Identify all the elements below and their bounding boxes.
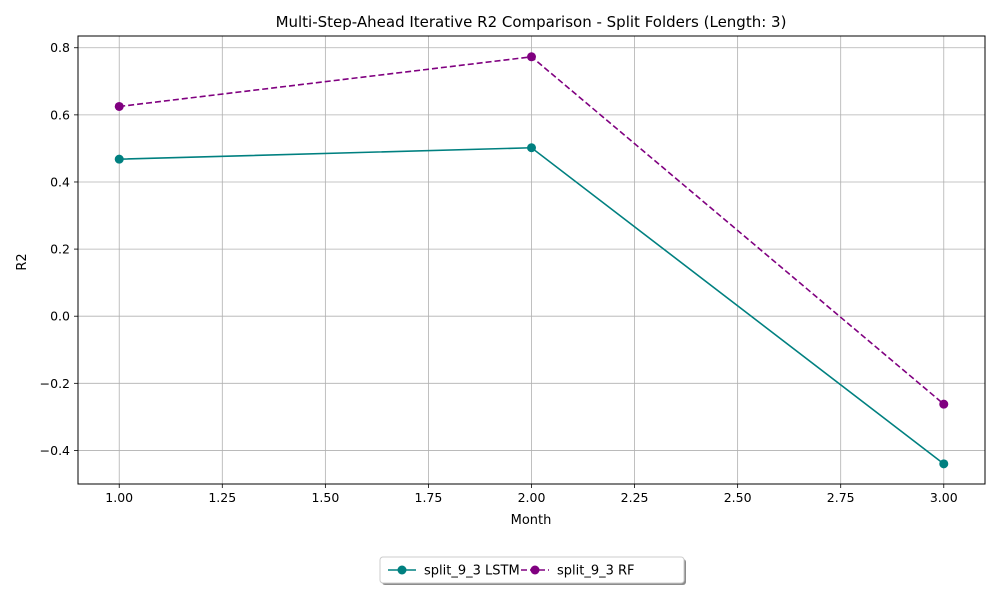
grid bbox=[78, 36, 985, 484]
x-axis: 1.00 1.25 1.50 1.75 2.00 2.25 2.50 2.75 3.00 bbox=[105, 484, 958, 505]
legend-marker-1 bbox=[397, 565, 407, 575]
legend-marker-2 bbox=[530, 565, 540, 575]
series-2-point bbox=[939, 399, 949, 409]
y-tick-label: 0.0 bbox=[50, 309, 70, 324]
y-tick-label: 0.2 bbox=[50, 242, 70, 257]
series-1-point bbox=[939, 459, 949, 469]
x-tick-label: 1.50 bbox=[311, 490, 339, 505]
chart-title: Multi-Step-Ahead Iterative R2 Comparison… bbox=[276, 13, 787, 31]
series-1-point bbox=[527, 143, 536, 153]
x-tick-label: 2.50 bbox=[724, 490, 752, 505]
x-tick-label: 2.00 bbox=[518, 490, 546, 505]
y-axis-label: R2 bbox=[15, 253, 30, 270]
x-tick-label: 3.00 bbox=[930, 490, 958, 505]
y-tick-label: −0.2 bbox=[40, 376, 70, 391]
series-2-point bbox=[527, 52, 536, 62]
y-tick-label: 0.4 bbox=[50, 174, 70, 189]
x-tick-label: 2.75 bbox=[827, 490, 855, 505]
x-axis-label: Month bbox=[511, 513, 552, 528]
x-tick-label: 2.25 bbox=[621, 490, 649, 505]
legend-label-2: split_9_3 RF bbox=[557, 564, 635, 579]
y-tick-label: 0.8 bbox=[50, 40, 70, 55]
legend: split_9_3 LSTM split_9_3 RF bbox=[379, 556, 686, 585]
series-1-point bbox=[114, 154, 124, 164]
x-tick-label: 1.75 bbox=[415, 490, 443, 505]
x-tick-label: 1.25 bbox=[208, 490, 236, 505]
series-2-point bbox=[114, 101, 124, 111]
y-axis: −0.4 −0.2 0.0 0.2 0.4 0.6 0.8 bbox=[40, 40, 78, 458]
x-tick-label: 1.00 bbox=[105, 490, 133, 505]
legend-label-1: split_9_3 LSTM bbox=[424, 564, 520, 579]
y-tick-label: −0.4 bbox=[40, 443, 70, 458]
y-tick-label: 0.6 bbox=[50, 107, 70, 122]
series-layer bbox=[114, 52, 949, 469]
